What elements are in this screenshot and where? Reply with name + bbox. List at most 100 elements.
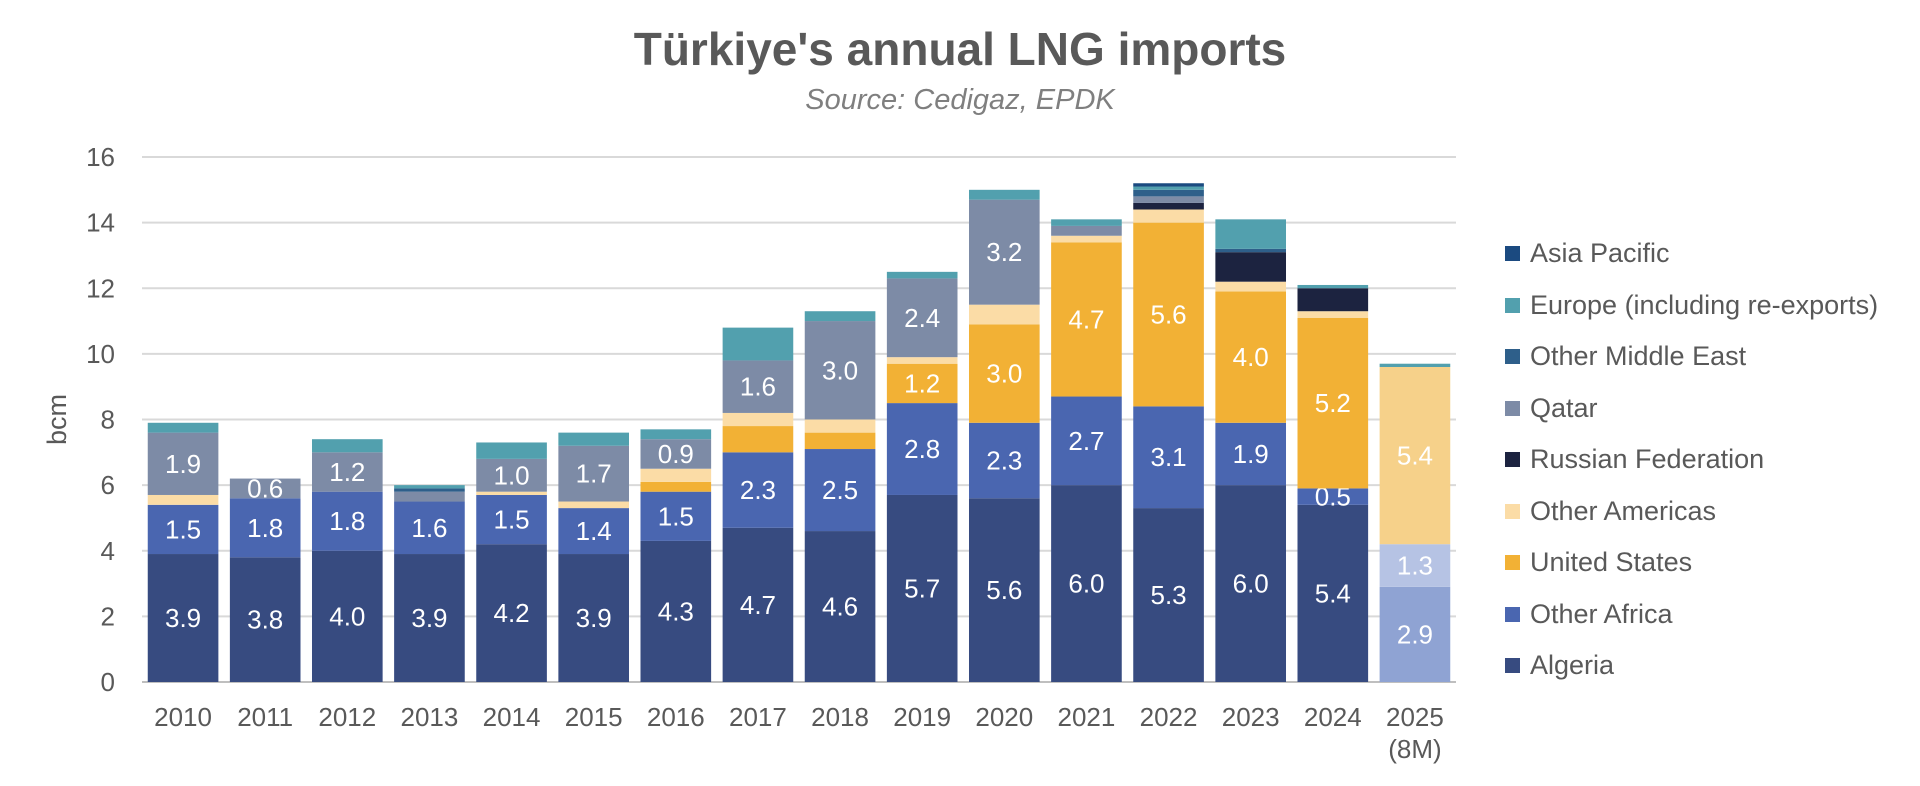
bar-segment	[968, 189, 1040, 200]
bar-segment	[558, 445, 630, 502]
x-tick-label: 2019	[893, 702, 951, 732]
x-tick-label: 2013	[401, 702, 459, 732]
bar-stack: 2.9 1.3 5.4	[1379, 363, 1451, 682]
data-label: 4.2	[493, 598, 529, 628]
y-tick-label: 8	[101, 405, 115, 435]
x-tick-label: 2012	[318, 702, 376, 732]
bar-stack: 5.40.55.2	[1297, 284, 1369, 682]
data-label: 1.2	[904, 368, 940, 398]
data-label: 2.5	[822, 475, 858, 505]
bar-segment	[311, 439, 383, 453]
bar-segment	[1297, 288, 1369, 312]
bar-segment	[1133, 189, 1204, 197]
bar-segment	[1215, 252, 1287, 282]
data-label: 5.6	[986, 575, 1022, 605]
legend-swatch	[1505, 246, 1520, 262]
data-label: 1.4	[576, 516, 612, 546]
bar-segment	[804, 311, 876, 322]
x-tick-label: 2015	[565, 702, 623, 732]
bar-stack: 4.6 2.5 3.0	[804, 311, 876, 682]
y-axis-label: bcm	[42, 394, 72, 445]
data-label: 6.0	[1068, 569, 1104, 599]
data-label: 5.4	[1315, 578, 1351, 608]
bar-segment	[147, 422, 219, 433]
legend-item: Russian Federation	[1505, 434, 1878, 486]
bar-segment	[886, 278, 958, 358]
x-tick-label: 2010	[154, 702, 212, 732]
bar-segment	[1297, 488, 1369, 505]
legend-item: Asia Pacific	[1505, 228, 1878, 280]
bar-segment	[1051, 219, 1122, 226]
legend-label: Qatar	[1530, 392, 1598, 423]
bar-segment	[476, 491, 547, 495]
bar-segment	[311, 491, 383, 551]
bar-segment	[722, 360, 794, 413]
legend-swatch	[1505, 606, 1520, 622]
bar-segment	[1051, 396, 1122, 486]
data-label: 4.0	[1233, 342, 1269, 372]
bar-segment	[1297, 311, 1369, 318]
bar-segment	[640, 491, 712, 541]
data-label: 1.9	[165, 449, 201, 479]
x-tick-label: 2016	[647, 702, 705, 732]
bar-stack: 5.7 2.8 1.2 2.4	[886, 271, 958, 682]
legend-label: Other Middle East	[1530, 341, 1747, 372]
data-label: 2.8	[904, 434, 940, 464]
legend-label: Europe (including re-exports)	[1530, 289, 1879, 320]
bar-segment	[886, 494, 958, 682]
data-label: 1.8	[247, 513, 283, 543]
data-label: 3.8	[247, 605, 283, 635]
data-label: 2.9	[1397, 619, 1433, 649]
bar-segment	[886, 271, 958, 279]
bar-segment	[1215, 485, 1287, 682]
bar-segment	[1215, 219, 1287, 249]
bar-segment	[476, 544, 547, 682]
y-tick-label: 14	[86, 208, 115, 238]
bar-segment	[1133, 186, 1204, 190]
bar-segment	[1379, 586, 1451, 682]
bar-segment	[968, 498, 1040, 682]
legend-item: Algeria	[1505, 640, 1878, 692]
bar-segment	[1051, 485, 1122, 682]
bar-segment	[1297, 317, 1369, 489]
legend-swatch	[1505, 555, 1520, 571]
bar-segment	[394, 554, 465, 682]
data-label: 4.7	[740, 590, 776, 620]
bar-segment	[476, 458, 547, 492]
bar-stack: 3.8 1.8 0.6	[229, 473, 301, 682]
x-tick-label: 2021	[1058, 702, 1116, 732]
data-label: 3.1	[1150, 442, 1186, 472]
bar-segment	[229, 478, 301, 499]
bar-segment	[1379, 363, 1451, 367]
bar-segment	[229, 557, 301, 682]
data-label: 2.4	[904, 303, 940, 333]
legend-label: Other Africa	[1530, 598, 1673, 629]
bar-segment	[1133, 222, 1204, 407]
data-label: 3.9	[411, 603, 447, 633]
legend-item: Other Americas	[1505, 486, 1878, 538]
legend-swatch	[1505, 503, 1520, 519]
y-axis-ticks: 0 2 4 6 8 10 12 14 16	[86, 142, 115, 697]
legend-item: United States	[1505, 537, 1878, 589]
bar-stack: 5.3 3.1 5.6	[1133, 183, 1204, 682]
bar-stack: 3.9 1.4 1.7	[558, 432, 630, 682]
bar-segment	[147, 432, 219, 495]
bar-segment	[1133, 508, 1204, 682]
data-label: 1.5	[493, 505, 529, 535]
x-tick-label: 2025	[1386, 702, 1444, 732]
data-label: 3.0	[986, 359, 1022, 389]
bar-segment	[722, 412, 794, 427]
data-label: 5.3	[1150, 580, 1186, 610]
bar-segment	[722, 426, 794, 453]
bar-stack: 3.9 1.6	[394, 485, 465, 682]
bar-stack: 3.9 1.5 1.9	[147, 422, 219, 682]
bar-segment	[722, 527, 794, 682]
x-axis-ticks: 2010 2011 2012 2013 2014 2015 2016 2017 2018 2019…	[154, 702, 1444, 764]
x-tick-label: (8M)	[1388, 734, 1441, 764]
bar-segment	[147, 494, 219, 505]
y-tick-label: 12	[86, 273, 115, 303]
bar-segment	[722, 327, 794, 361]
x-tick-label: 2011	[237, 702, 293, 732]
legend-item: Other Africa	[1505, 589, 1878, 641]
